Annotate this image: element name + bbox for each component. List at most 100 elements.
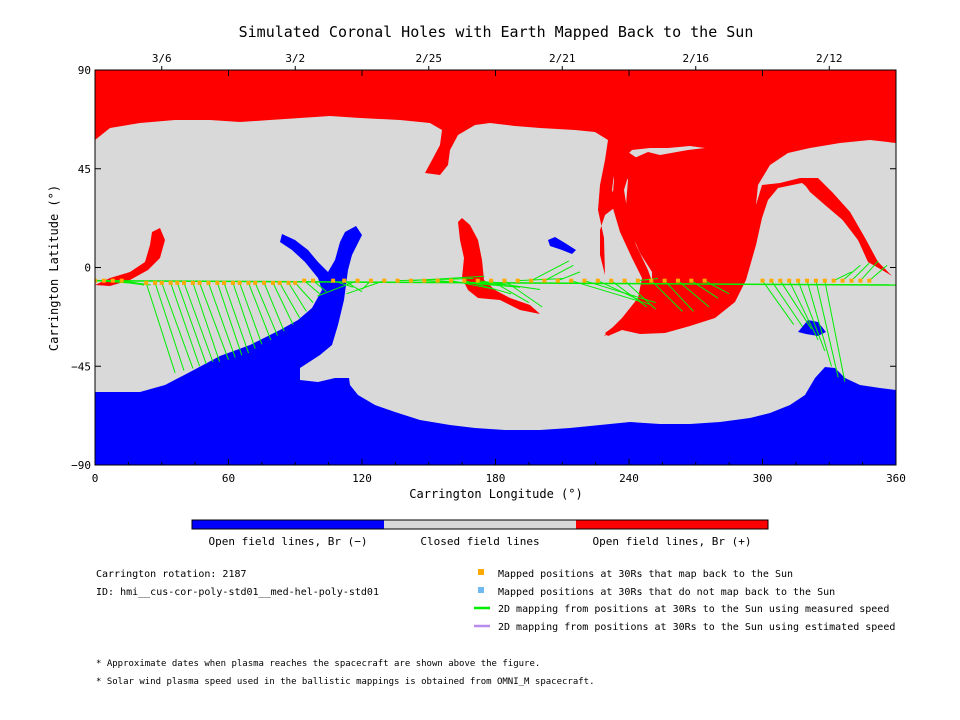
mapped-position-point <box>277 280 282 285</box>
mapped-position-point <box>101 278 106 283</box>
mapped-position-point <box>840 278 845 283</box>
mapping-line <box>170 282 201 367</box>
mapped-position-point <box>175 280 180 285</box>
mapping-line <box>477 280 541 290</box>
mapped-position-point <box>475 278 480 283</box>
date-label: 3/2 <box>285 52 305 65</box>
mapping-line <box>223 282 249 354</box>
mapped-position-point <box>813 278 818 283</box>
mapped-position-point <box>515 278 520 283</box>
mapping-line <box>779 280 812 330</box>
mapping-line <box>544 264 574 282</box>
mapping-line <box>317 280 358 297</box>
mapped-positions <box>95 278 872 285</box>
mapping-line <box>815 280 839 378</box>
model-id: ID: hmi__cus-cor-poly-std01__med-hel-pol… <box>96 587 379 598</box>
mapping-line <box>770 280 803 328</box>
mapped-position-point <box>262 280 267 285</box>
mapping-line <box>868 264 888 282</box>
y-axis-label: Carrington Latitude (°) <box>47 185 61 351</box>
mapping-line <box>806 280 832 367</box>
legend-measured-label: 2D mapping from positions at 30Rs to the… <box>498 604 889 615</box>
mapped-position-point <box>849 278 854 283</box>
legend-unmapped-marker <box>478 587 484 593</box>
mapping-line <box>504 280 543 308</box>
mapped-position-point <box>110 278 115 283</box>
colorbar-label-positive: Open field lines, Br (+) <box>593 535 752 548</box>
mapped-position-point <box>689 278 694 283</box>
mapping-line <box>450 280 496 290</box>
mapping-line <box>254 282 278 336</box>
positive-coronal-hole-west <box>95 228 165 286</box>
mapping-line <box>154 282 185 371</box>
mapped-position-point <box>796 278 801 283</box>
mapped-position-point <box>831 278 836 283</box>
mapped-position-point <box>635 278 640 283</box>
mapped-position-point <box>805 278 809 283</box>
mapped-position-point <box>675 278 680 283</box>
field-map <box>95 70 896 465</box>
mapped-position-point <box>502 278 507 283</box>
y-tick-label: −45 <box>71 360 91 373</box>
chart-title: Simulated Coronal Holes with Earth Mappe… <box>239 23 754 41</box>
colorbar-positive <box>576 520 768 529</box>
mapping-line <box>263 282 285 332</box>
positive-polar-coronal-hole <box>95 70 896 336</box>
colorbar-label-negative: Open field lines, Br (−) <box>209 535 368 548</box>
mapping-line <box>192 282 221 363</box>
mapping-line <box>464 280 512 295</box>
mapped-position-point <box>489 278 494 283</box>
mapping-line <box>112 280 145 286</box>
date-label: 2/16 <box>683 52 710 65</box>
mapped-position-point <box>271 280 275 285</box>
mapped-position-point <box>215 280 220 285</box>
mapped-position-point <box>858 278 863 283</box>
mapping-line <box>303 280 321 295</box>
positive-coronal-hole-central <box>458 218 540 314</box>
mapped-position-point <box>622 278 627 283</box>
mapped-position-point <box>582 278 587 283</box>
mapping-line <box>650 280 683 312</box>
mapped-position-point <box>253 280 258 285</box>
mapped-position-point <box>355 278 360 283</box>
mapping-line <box>637 277 658 282</box>
mapped-position-point <box>368 278 373 283</box>
mapping-line <box>530 260 570 282</box>
mapped-position-point <box>542 278 547 283</box>
mapping-line <box>610 280 648 308</box>
mapping-line <box>851 262 870 282</box>
y-tick-label: 90 <box>78 64 91 77</box>
date-label: 2/12 <box>816 52 843 65</box>
mapping-line <box>272 282 294 325</box>
mapped-position-point <box>760 278 765 283</box>
mapping-line <box>239 282 263 345</box>
mapped-position-point <box>649 278 654 283</box>
mapped-position-point <box>246 280 251 285</box>
colorbar-label-closed: Closed field lines <box>420 535 539 548</box>
mapping-line <box>346 280 385 295</box>
mapping-line <box>704 280 730 295</box>
mapping-line <box>557 271 581 282</box>
mapped-position-point <box>702 278 707 283</box>
y-tick-label: 0 <box>84 262 91 275</box>
mapped-position-point <box>159 280 164 285</box>
mapping-line <box>833 271 852 282</box>
mapping-line <box>797 280 826 352</box>
mapping-line <box>279 282 301 319</box>
mapped-position-point <box>867 278 872 283</box>
legend-mapped-label: Mapped positions at 30Rs that map back t… <box>498 569 793 580</box>
mapped-position-point <box>787 278 792 283</box>
x-tick-label: 360 <box>886 472 906 485</box>
mapped-position-point <box>331 278 336 283</box>
x-axis-ticks: 0 60 120 180 240 300 360 <box>92 70 906 485</box>
mapping-line <box>294 282 314 303</box>
mapping-line <box>677 280 710 308</box>
mapping-line <box>288 282 307 312</box>
mapped-position-point <box>293 280 298 285</box>
map-plot: 0 60 120 180 240 300 360 90 45 0 −45 −90 3/6 3/2 2/2… <box>71 52 906 485</box>
x-tick-label: 120 <box>352 472 372 485</box>
y-axis-ticks: 90 45 0 −45 −90 <box>71 64 896 472</box>
mapped-position-point <box>168 280 173 285</box>
mapped-position-point <box>595 278 600 283</box>
date-label: 3/6 <box>152 52 172 65</box>
